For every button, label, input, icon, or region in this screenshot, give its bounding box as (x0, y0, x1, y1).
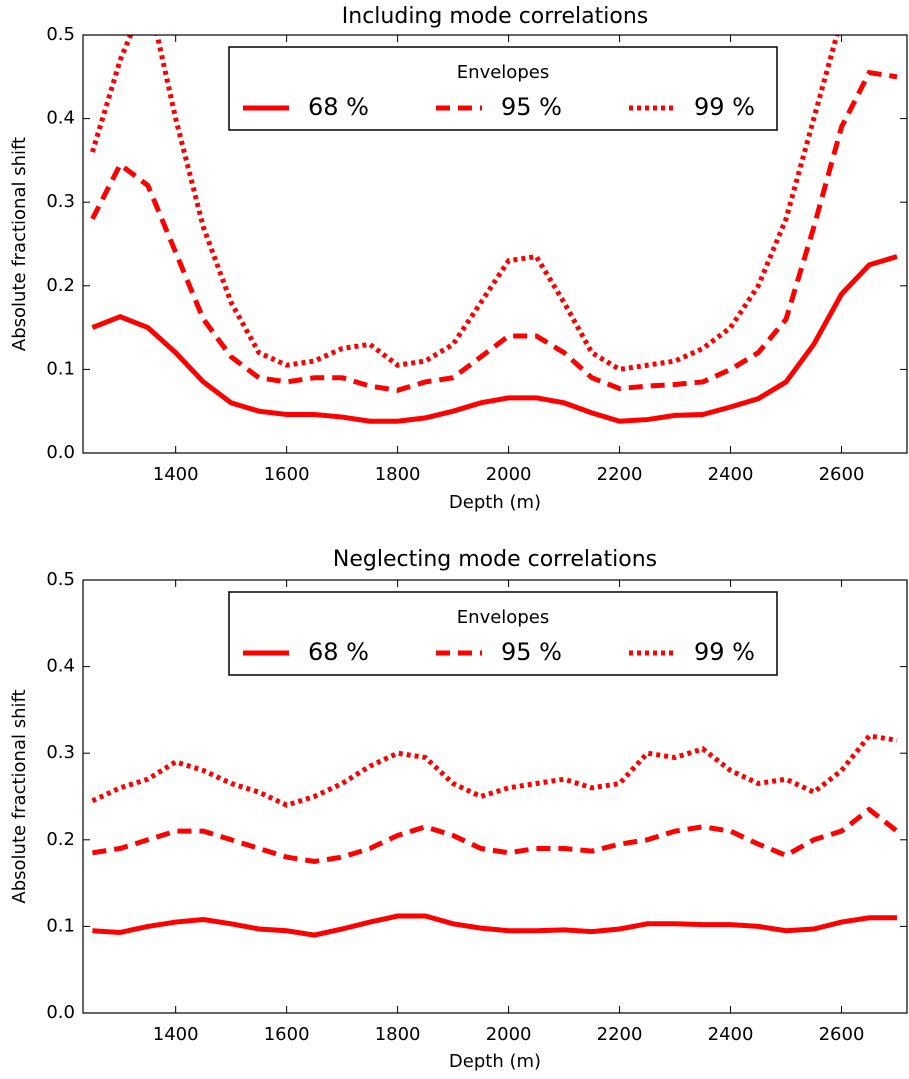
legend-label: 95 % (501, 93, 562, 121)
x-tick-label: 2600 (819, 1024, 865, 1045)
y-tick-label: 0.2 (46, 275, 75, 296)
y-tick-label: 0.2 (46, 829, 75, 850)
x-tick-label: 1600 (264, 1024, 310, 1045)
y-tick-label: 0.4 (46, 108, 75, 129)
y-tick-label: 0.0 (46, 442, 75, 463)
legend-box (228, 591, 778, 676)
y-axis-label: Absolute fractional shift (9, 689, 30, 903)
panel: Including mode correlations Depth (m) Abso… (9, 4, 908, 513)
x-tick-label: 2000 (486, 1024, 532, 1045)
chart-title: Including mode correlations (342, 4, 648, 29)
x-axis-label: Depth (m) (449, 1051, 541, 1072)
envelope-line (91, 733, 898, 808)
x-tick-label: 1400 (153, 1024, 199, 1045)
legend-box (228, 46, 778, 131)
envelope-line (92, 913, 898, 938)
chart-title: Neglecting mode correlations (333, 547, 657, 572)
y-tick-label: 0.1 (46, 358, 75, 379)
legend-label: 99 % (694, 93, 755, 121)
x-tick-label: 2200 (597, 464, 643, 485)
legend-label: 68 % (308, 93, 369, 121)
envelope-line (91, 254, 898, 424)
x-tick-label: 2400 (708, 1024, 754, 1045)
legend-title: Envelopes (457, 62, 549, 83)
x-tick-label: 2400 (708, 464, 754, 485)
axes-frame (82, 579, 908, 1014)
y-tick-label: 0.4 (46, 656, 75, 677)
x-tick-label: 2600 (819, 464, 865, 485)
x-tick-label: 1600 (264, 464, 310, 485)
envelope-line (90, 35, 840, 373)
y-axis-label: Absolute fractional shift (9, 137, 30, 351)
y-tick-label: 0.0 (46, 1002, 75, 1023)
y-tick-label: 0.3 (46, 742, 75, 763)
legend-label: 95 % (501, 638, 562, 666)
legend-label: 99 % (694, 638, 755, 666)
axes-frame (82, 34, 908, 454)
x-tick-label: 2000 (486, 464, 532, 485)
y-tick-label: 0.3 (46, 191, 75, 212)
x-tick-label: 1800 (375, 1024, 421, 1045)
x-axis-label: Depth (m) (449, 492, 541, 513)
y-tick-label: 0.5 (46, 569, 75, 590)
y-tick-label: 0.5 (46, 24, 75, 45)
legend-label: 68 % (308, 638, 369, 666)
envelope-line (90, 69, 898, 393)
y-tick-label: 0.1 (46, 915, 75, 936)
panel: Neglecting mode correlations Depth (m) Abs… (9, 547, 908, 1072)
envelope-line (92, 806, 899, 864)
legend-title: Envelopes (457, 607, 549, 628)
x-tick-label: 2200 (597, 1024, 643, 1045)
x-tick-label: 1800 (375, 464, 421, 485)
x-tick-label: 1400 (153, 464, 199, 485)
